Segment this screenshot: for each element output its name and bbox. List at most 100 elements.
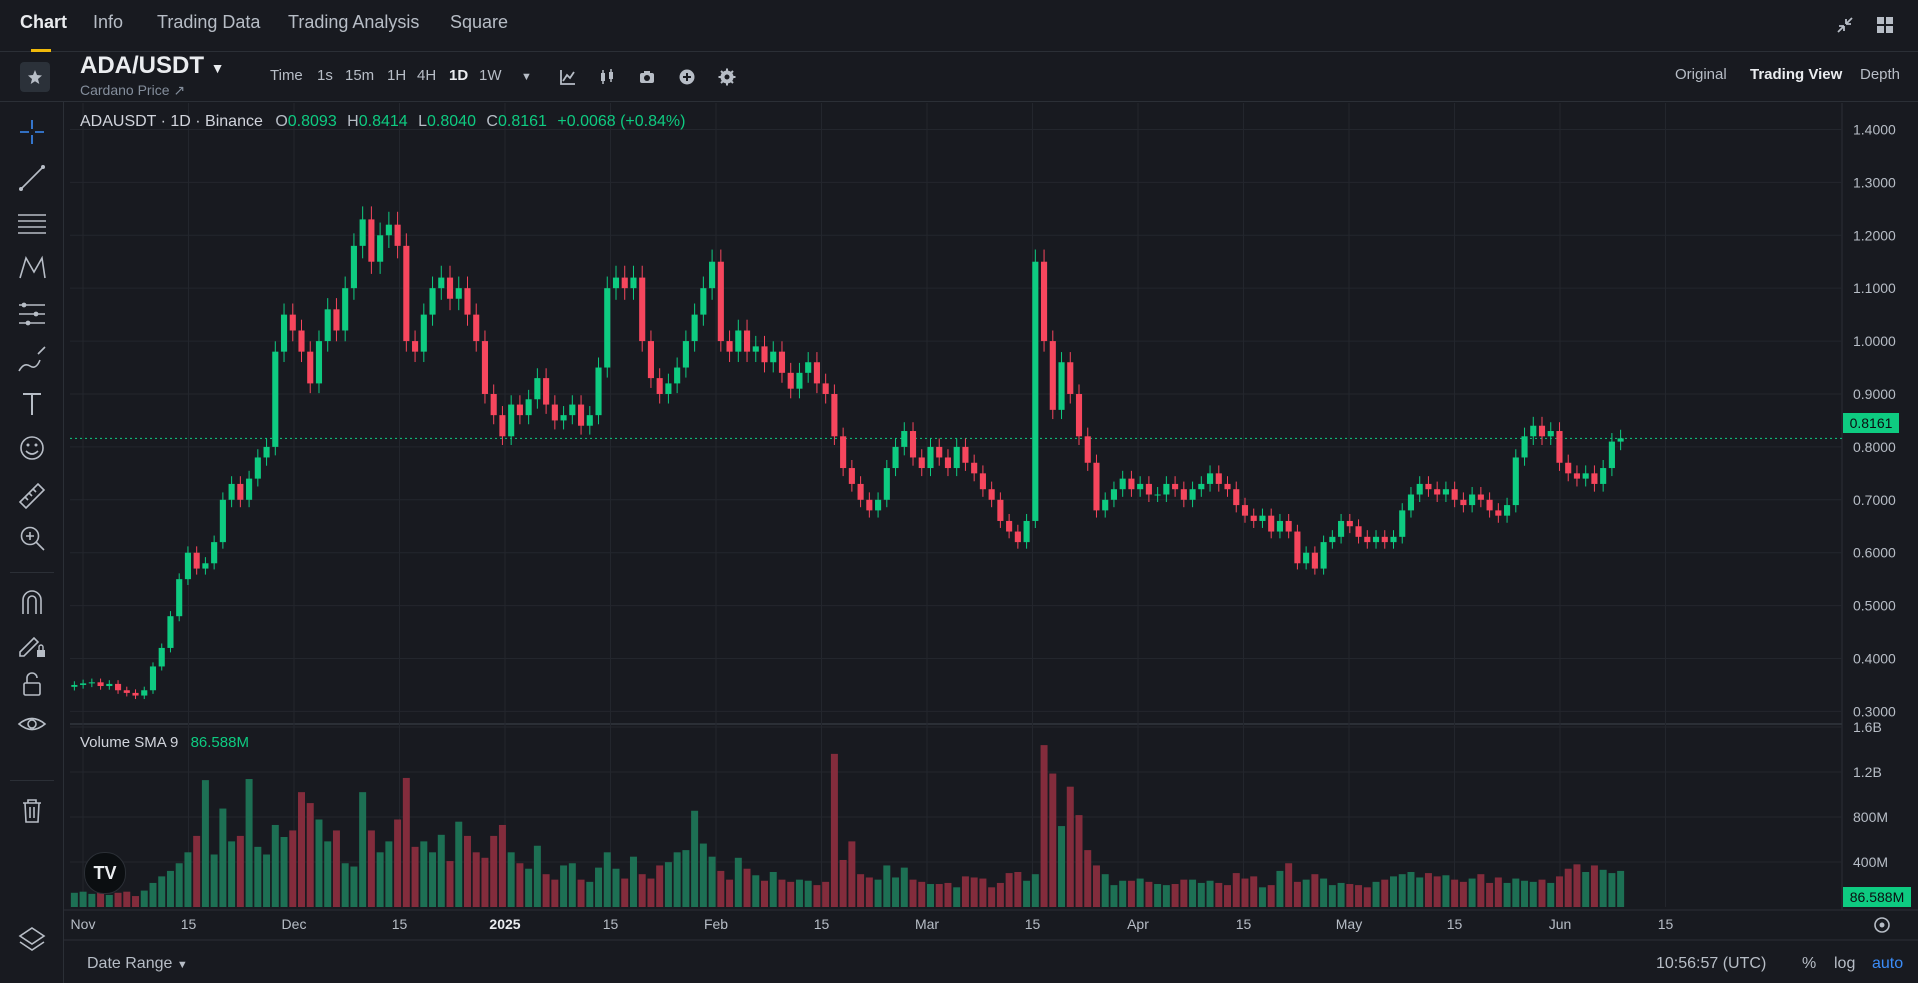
crosshair-icon[interactable] (16, 116, 48, 148)
tab-info[interactable]: Info (93, 12, 124, 32)
chart-toolbar: ADA/USDT ▼ Cardano Price ↗ Time 1s 15m 1… (0, 52, 1918, 102)
timeframe-1s[interactable]: 1s (317, 67, 333, 84)
percent-toggle[interactable]: % (1802, 955, 1817, 972)
candle-body (901, 431, 908, 447)
candle-body (927, 446, 934, 469)
timeframe-more-icon[interactable]: ▼ (521, 71, 532, 83)
candle-body (246, 478, 253, 500)
eye-icon[interactable] (16, 708, 48, 740)
candle-body (1172, 483, 1179, 490)
volume-bar (1503, 882, 1511, 907)
ruler-icon[interactable] (16, 480, 48, 512)
candle-body (918, 457, 925, 469)
indicators-icon[interactable] (559, 68, 577, 86)
layout-grid-icon[interactable] (1874, 14, 1896, 36)
volume-bar (1521, 880, 1529, 907)
horizontal-lines-icon[interactable] (16, 208, 48, 240)
unlock-icon[interactable] (16, 668, 48, 700)
emoji-icon[interactable] (16, 432, 48, 464)
date-range-dropdown[interactable]: Date Range ▼ (87, 955, 188, 973)
view-depth[interactable]: Depth (1860, 66, 1901, 83)
chart-settings-icon[interactable] (1872, 915, 1892, 935)
candle-body (997, 499, 1004, 521)
tab-square[interactable]: Square (450, 12, 509, 32)
volume-bar (324, 841, 332, 907)
timeframe-15m[interactable]: 15m (345, 67, 375, 84)
volume-bar (568, 863, 576, 907)
volume-bar (1136, 878, 1144, 907)
timeframe-1h[interactable]: 1H (387, 67, 407, 84)
volume-bar (411, 846, 419, 907)
volume-bar (953, 887, 961, 907)
volume-bar (664, 862, 672, 907)
candle-body (1093, 462, 1100, 511)
candle-body (149, 666, 157, 691)
settings-gear-icon[interactable] (718, 68, 736, 86)
tab-trading-data[interactable]: Trading Data (157, 12, 261, 32)
volume-bar (1381, 879, 1389, 907)
candle-body (1591, 473, 1598, 484)
candle-body (1084, 436, 1091, 463)
view-original[interactable]: Original (1675, 66, 1727, 83)
magnet-icon[interactable] (16, 586, 48, 618)
candle-body (455, 288, 462, 299)
camera-icon[interactable] (638, 68, 656, 86)
brush-icon[interactable] (16, 344, 48, 376)
volume-bar (1547, 882, 1555, 907)
layers-icon[interactable] (16, 924, 48, 956)
auto-scale-toggle[interactable]: auto (1872, 955, 1904, 972)
candle-body (656, 378, 663, 394)
time-tick-label: Mar (915, 916, 939, 932)
tab-trading-analysis[interactable]: Trading Analysis (288, 12, 420, 32)
pattern-icon[interactable] (16, 252, 48, 284)
lock-drawing-icon[interactable] (16, 628, 48, 660)
pair-selector[interactable]: ADA/USDT ▼ (80, 52, 225, 80)
fibonacci-icon[interactable] (16, 298, 48, 330)
candle-body (464, 288, 471, 315)
volume-bar (385, 841, 393, 907)
candle-body (1364, 536, 1371, 543)
volume-bar (376, 852, 384, 907)
candle-body (1137, 483, 1144, 490)
zoom-in-icon[interactable] (16, 522, 48, 554)
candle-body (263, 446, 270, 458)
timeframe-1w[interactable]: 1W (479, 67, 502, 84)
volume-bar (280, 837, 288, 907)
timeframe-4h[interactable]: 4H (417, 67, 437, 84)
tradingview-logo[interactable]: TV (84, 852, 126, 894)
candle-body (647, 341, 654, 379)
candle-type-icon[interactable] (598, 68, 616, 86)
favorite-button[interactable] (20, 62, 50, 92)
view-trading-view[interactable]: Trading View (1750, 66, 1843, 83)
candle-body (1381, 536, 1388, 543)
trend-line-icon[interactable] (16, 162, 48, 194)
candle-body (1285, 520, 1292, 532)
candle-body (805, 362, 812, 373)
timeframe-1d[interactable]: 1D (449, 67, 469, 84)
timeframe-time[interactable]: Time (270, 67, 303, 84)
coin-price-link[interactable]: Cardano Price ↗ (80, 82, 186, 98)
volume-bar (1276, 870, 1284, 907)
volume-bar (245, 779, 253, 907)
time-tick-label: 15 (1025, 916, 1041, 932)
trash-icon[interactable] (16, 794, 48, 826)
text-tool-icon[interactable] (16, 388, 48, 420)
volume-tick-label: 800M (1853, 809, 1888, 825)
volume-bar (795, 879, 803, 907)
tab-chart[interactable]: Chart (20, 12, 68, 32)
time-tick-label: 15 (392, 916, 408, 932)
date-range-label: Date Range (87, 955, 173, 972)
star-icon (28, 70, 42, 84)
collapse-icon[interactable] (1834, 14, 1856, 36)
add-circle-icon[interactable] (678, 68, 696, 86)
candle-body (184, 552, 191, 580)
candle-body (1145, 483, 1152, 495)
log-toggle[interactable]: log (1834, 955, 1856, 972)
candle-body (691, 314, 698, 342)
volume-bar (1145, 881, 1153, 907)
candle-body (1442, 489, 1449, 495)
volume-bar (1197, 882, 1205, 907)
volume-bar (603, 852, 611, 907)
volume-bar (1311, 874, 1319, 907)
